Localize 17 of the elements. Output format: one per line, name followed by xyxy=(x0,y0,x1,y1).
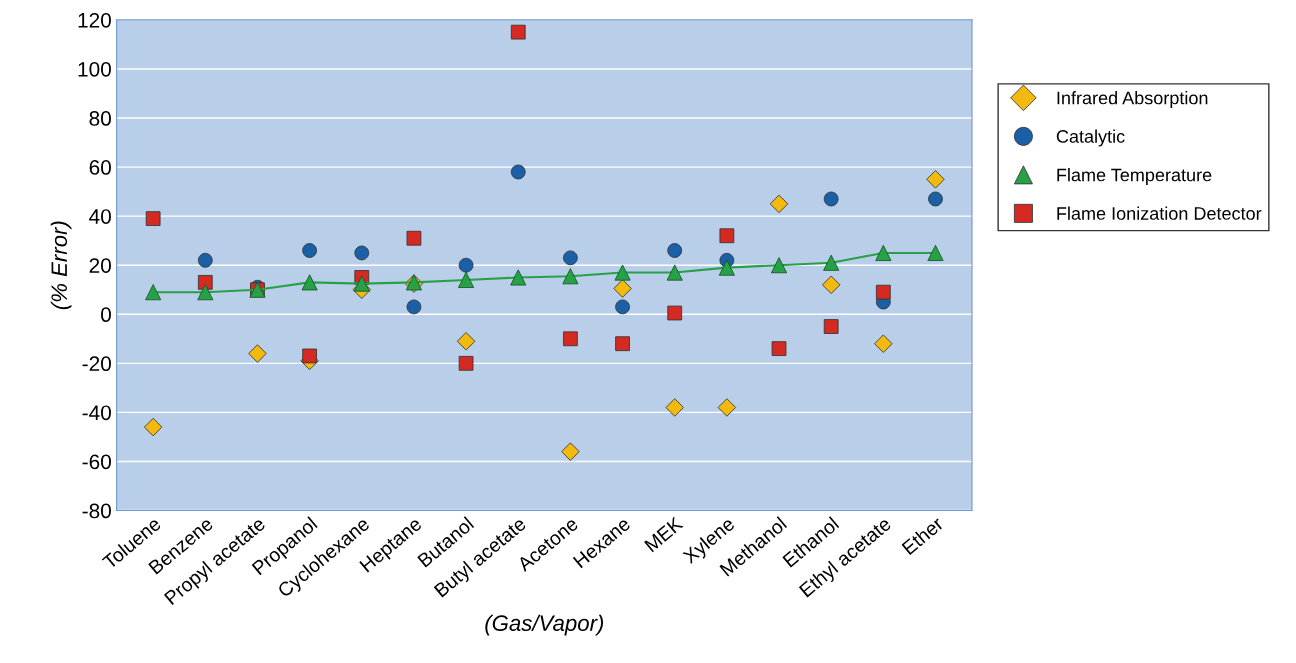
y-tick-label: -60 xyxy=(82,454,111,470)
y-axis-title: (% Error) xyxy=(50,221,72,310)
y-tick-label: 100 xyxy=(78,61,111,77)
y-tick-label: 80 xyxy=(89,111,111,126)
legend-label: Infrared Absorption xyxy=(1057,91,1208,108)
x-axis-title: (Gas/Vapor) xyxy=(485,614,604,636)
y-tick-label: -80 xyxy=(82,503,111,519)
legend-label: Flame Ionization Detector xyxy=(1057,206,1262,220)
legend-label: Catalytic xyxy=(1056,129,1125,147)
y-tick-label: -40 xyxy=(82,405,111,421)
y-tick-label: 120 xyxy=(78,12,111,28)
y-tick-label: -20 xyxy=(82,356,111,372)
y-tick-label: 60 xyxy=(89,160,111,175)
legend-label: Flame Temperature xyxy=(1057,168,1212,185)
y-tick-label: 20 xyxy=(89,258,111,273)
y-tick-label: 40 xyxy=(89,209,111,224)
y-tick-label: 0 xyxy=(101,307,111,323)
